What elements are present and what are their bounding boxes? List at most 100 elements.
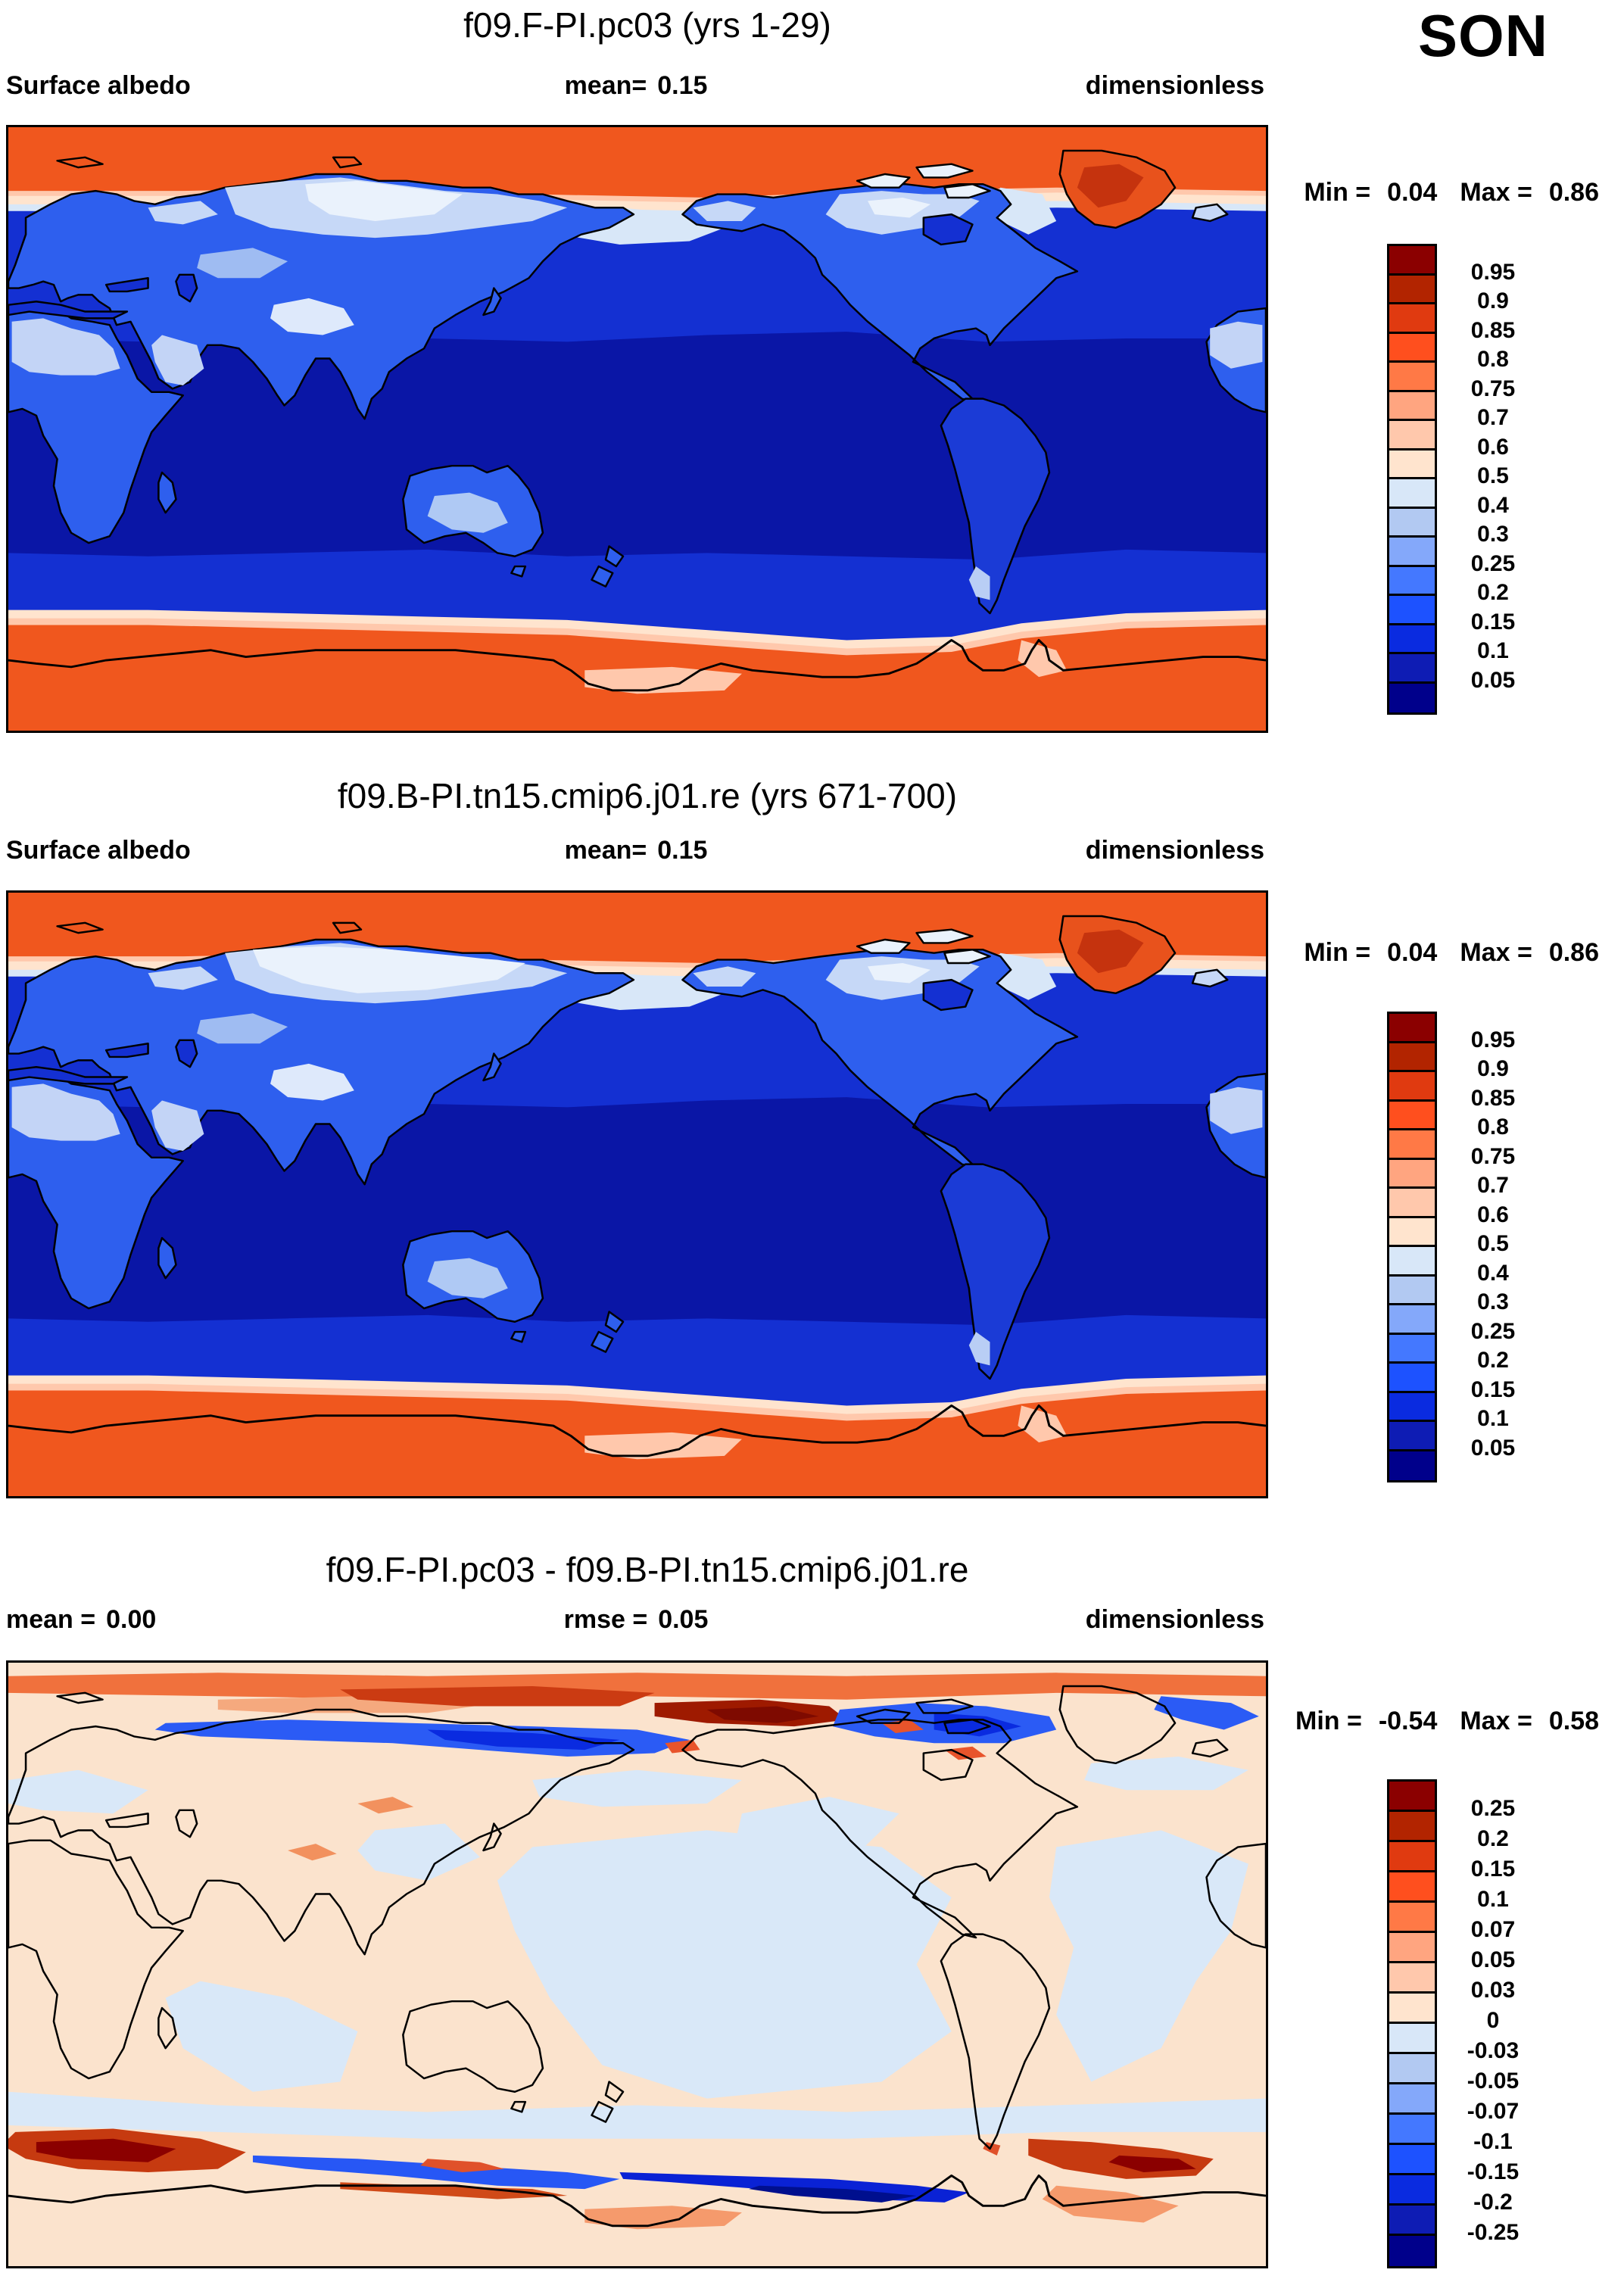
panel-3-mean: mean = 0.00 [6, 1605, 156, 1635]
colorbar-tick-label: 0.8 [1477, 1115, 1509, 1140]
colorbar-segment [1389, 566, 1435, 596]
colorbar-tick-label: 0.75 [1470, 1143, 1516, 1169]
panel-1-minmax: Min = 0.04 Max = 0.86 [1304, 178, 1599, 207]
panel-1-max-value: 0.86 [1548, 178, 1599, 207]
panel-2-title: f09.B-PI.tn15.cmip6.j01.re (yrs 671-700) [337, 776, 958, 815]
colorbar-segment [1389, 538, 1435, 567]
colorbar-segment [1389, 508, 1435, 538]
colorbar-tick-label: 0.07 [1470, 1917, 1516, 1942]
colorbar-segment [1389, 1364, 1435, 1393]
colorbar-tick-label: -0.15 [1467, 2159, 1520, 2184]
colorbar-tick-label: 0 [1486, 2008, 1500, 2033]
panel-3-min-value: -0.54 [1378, 1707, 1438, 1735]
colorbar-3 [1387, 1779, 1437, 2268]
panel-2-min-label: Min = [1304, 938, 1371, 967]
panel-3-minmax: Min = -0.54 Max = 0.58 [1295, 1707, 1599, 1736]
colorbar-segment [1389, 479, 1435, 509]
colorbar-segment [1389, 1276, 1435, 1305]
colorbar-segment [1389, 1842, 1435, 1872]
panel-2-mean-value: 0.15 [657, 836, 708, 865]
colorbar-segment [1389, 363, 1435, 392]
colorbar-segment [1389, 1217, 1435, 1247]
colorbar-segment [1389, 2084, 1435, 2115]
colorbar-segment [1389, 2054, 1435, 2084]
map-panel-2 [6, 890, 1268, 1498]
colorbar-tick-label: 0.15 [1470, 609, 1516, 634]
world-map-3-difference [8, 1663, 1266, 2266]
panel-2-subheader: Surface albedo mean= 0.15 dimensionless [0, 836, 1272, 869]
panel-1-units-label: dimensionless [1085, 71, 1264, 100]
colorbar-segment [1389, 1072, 1435, 1102]
panel-1-max-label: Max = [1460, 178, 1532, 207]
panel-1-subheader: Surface albedo mean= 0.15 dimensionless [0, 71, 1272, 104]
colorbar-segment [1389, 654, 1435, 684]
panel-3-min-label: Min = [1295, 1707, 1362, 1735]
colorbar-segment [1389, 1872, 1435, 1903]
panel-1-title: f09.F-PI.pc03 (yrs 1-29) [463, 5, 831, 45]
colorbar-tick-label: -0.1 [1473, 2129, 1513, 2154]
panel-2-units-label: dimensionless [1085, 836, 1264, 865]
panel-3-rmse-label: rmse = [563, 1605, 648, 1634]
colorbar-tick-label: 0.85 [1470, 1085, 1516, 1111]
colorbar-segment [1389, 683, 1435, 712]
colorbar-tick-label: 0.1 [1477, 638, 1509, 663]
colorbar-tick-label: 0.3 [1477, 1289, 1509, 1314]
panel-3-mean-label: mean = [6, 1605, 96, 1634]
colorbar-tick-label: -0.07 [1467, 2099, 1520, 2124]
colorbar-segment [1389, 625, 1435, 654]
panel-2-mean: mean= 0.15 [0, 836, 1272, 865]
colorbar-tick-label: -0.05 [1467, 2069, 1520, 2094]
panel-2-minmax: Min = 0.04 Max = 0.86 [1304, 938, 1599, 968]
colorbar-tick-label: 0.25 [1470, 1796, 1516, 1821]
panel-2-max-value: 0.86 [1548, 938, 1599, 967]
colorbar-segment [1389, 1782, 1435, 1812]
map-panel-1 [6, 125, 1268, 733]
colorbar-segment [1389, 1043, 1435, 1072]
colorbar-segment [1389, 1451, 1435, 1480]
panel-3-rmse-value: 0.05 [658, 1605, 709, 1634]
colorbar-1 [1387, 244, 1437, 715]
colorbar-segment [1389, 1812, 1435, 1842]
colorbar-tick-label: 0.9 [1477, 288, 1509, 313]
colorbar-tick-label: 0.95 [1470, 259, 1516, 285]
colorbar-tick-label: -0.03 [1467, 2038, 1520, 2063]
colorbar-segment [1389, 450, 1435, 479]
colorbar-segment [1389, 275, 1435, 304]
colorbar-tick-label: 0.2 [1477, 1348, 1509, 1373]
colorbar-tick-label: 0.1 [1477, 1406, 1509, 1431]
colorbar-segment [1389, 596, 1435, 625]
panel-3-mean-value: 0.00 [106, 1605, 157, 1634]
colorbar-segment [1389, 1189, 1435, 1218]
colorbar-segment [1389, 246, 1435, 276]
colorbar-segment [1389, 1334, 1435, 1364]
colorbar-tick-label: 0.25 [1470, 550, 1516, 576]
colorbar-tick-label: 0.5 [1477, 463, 1509, 488]
panel-3-rmse: rmse = 0.05 [0, 1605, 1272, 1635]
panel-1-mean-value: 0.15 [657, 71, 708, 100]
panel-3-max-value: 0.58 [1548, 1707, 1599, 1735]
colorbar-tick-label: 0.4 [1477, 492, 1509, 518]
world-map-2 [8, 893, 1266, 1496]
colorbar-segment [1389, 1014, 1435, 1043]
colorbar-tick-label: 0.6 [1477, 434, 1509, 460]
colorbar-segment [1389, 1933, 1435, 1963]
panel-1-variable-label: Surface albedo [6, 71, 191, 100]
colorbar-segment [1389, 2145, 1435, 2175]
panel-1-mean: mean= 0.15 [0, 71, 1272, 101]
map-panel-3-difference [6, 1660, 1268, 2268]
colorbar-tick-label: 0.15 [1470, 1376, 1516, 1402]
panel-2-mean-label: mean= [564, 836, 647, 865]
colorbar-segment [1389, 2175, 1435, 2206]
colorbar-segment [1389, 1422, 1435, 1451]
colorbar-segment [1389, 2236, 1435, 2266]
colorbar-segment [1389, 2024, 1435, 2054]
colorbar-segment [1389, 1903, 1435, 1933]
panel-2-max-label: Max = [1460, 938, 1532, 967]
colorbar-segment [1389, 333, 1435, 363]
colorbar-tick-label: 0.03 [1470, 1978, 1516, 2003]
colorbar-tick-label: 0.1 [1477, 1887, 1509, 1912]
panel-1-min-label: Min = [1304, 178, 1371, 207]
colorbar-tick-label: -0.2 [1473, 2190, 1513, 2215]
colorbar-tick-label: 0.3 [1477, 522, 1509, 547]
colorbar-tick-label: 0.4 [1477, 1260, 1509, 1286]
